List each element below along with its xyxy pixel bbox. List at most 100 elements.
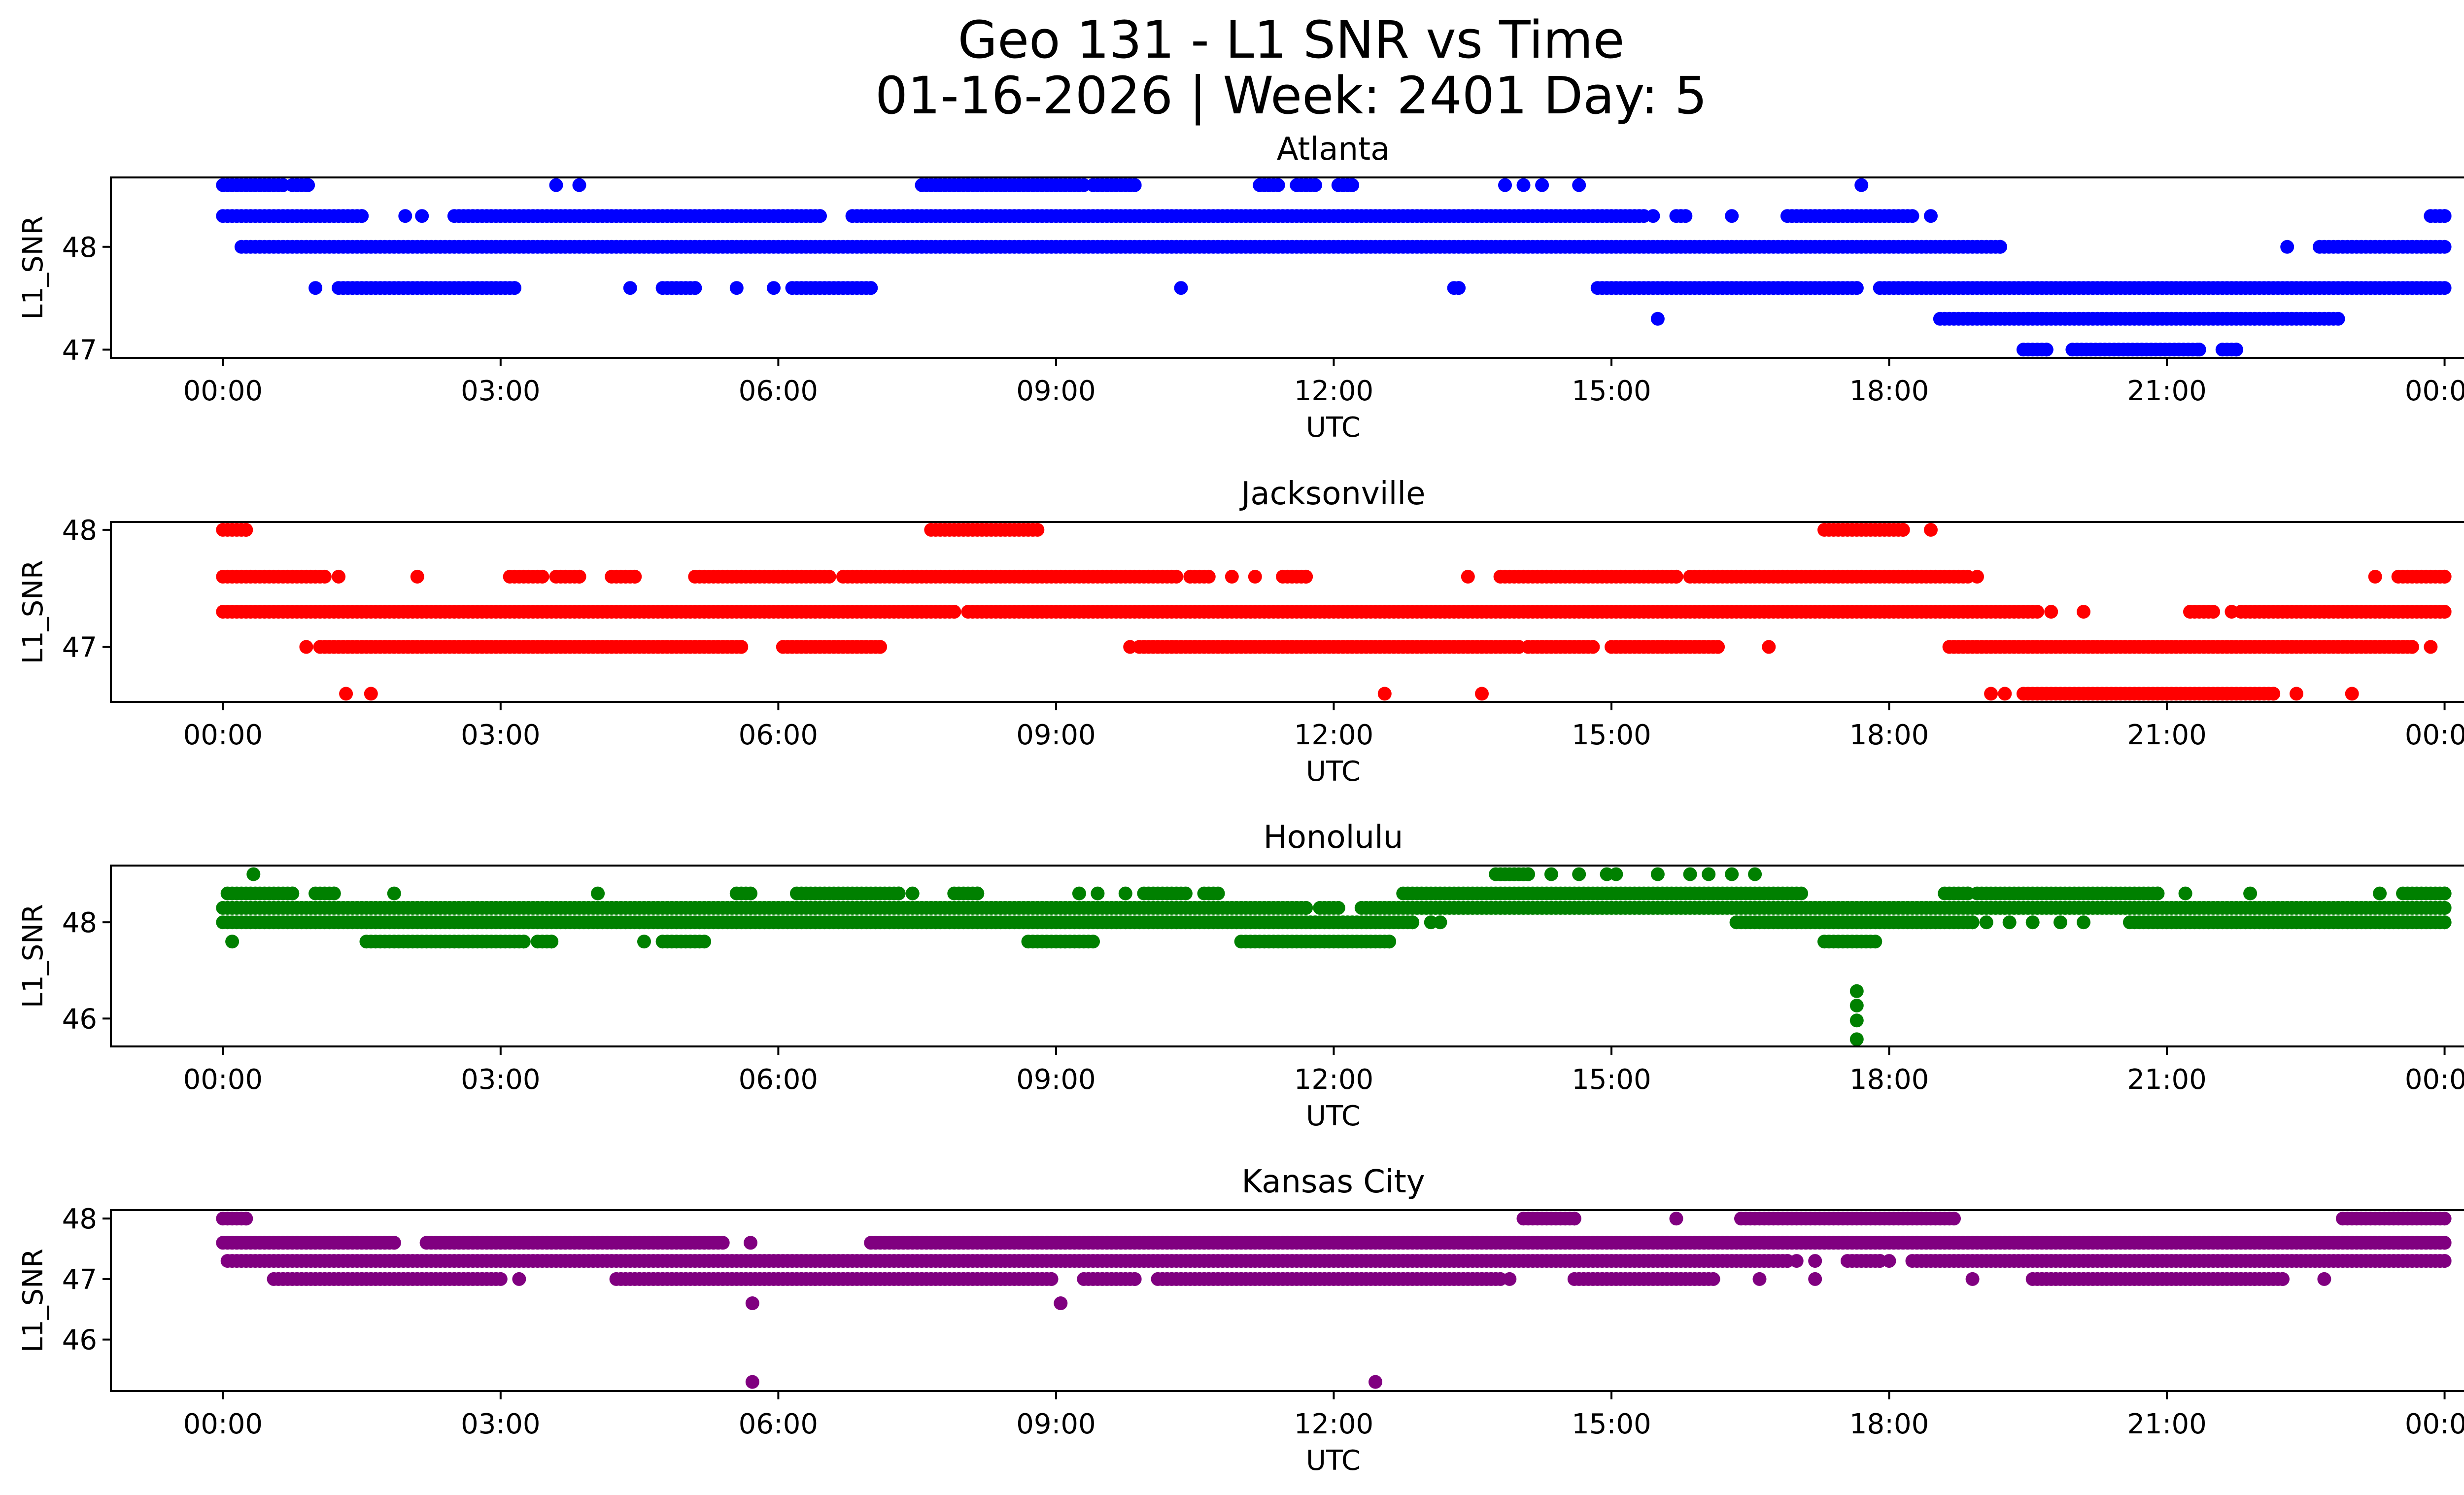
data-point (1678, 209, 1693, 223)
data-point (1984, 687, 1998, 701)
scatter-series (216, 867, 2452, 1046)
data-point (355, 209, 369, 223)
data-point (813, 209, 827, 223)
data-point (1947, 1212, 1961, 1226)
data-point (1475, 687, 1489, 701)
y-tick-label: 47 (62, 631, 97, 663)
y-tick-label: 48 (62, 907, 97, 939)
data-point (2373, 886, 2387, 901)
data-point (2345, 687, 2359, 701)
data-point (1849, 1032, 1864, 1046)
data-point (1683, 867, 1697, 881)
data-point (1725, 867, 1739, 881)
data-point (1072, 886, 1086, 901)
y-axis-label: L1_SNR (17, 215, 49, 319)
x-tick-label: 00:00 (183, 375, 263, 407)
x-tick-label: 00:00 (183, 1064, 263, 1096)
data-point (2437, 1212, 2452, 1226)
data-point (1331, 901, 1345, 915)
data-point (1998, 687, 2012, 701)
data-point (628, 569, 642, 584)
data-point (301, 178, 315, 192)
x-tick-label: 03:00 (461, 375, 540, 407)
x-tick-label: 06:00 (739, 1064, 818, 1096)
data-point (1299, 901, 1313, 915)
data-point (545, 935, 559, 949)
data-point (1572, 178, 1586, 192)
data-point (1572, 867, 1586, 881)
x-tick-label: 15:00 (1572, 375, 1651, 407)
y-axis-label: L1_SNR (17, 904, 49, 1008)
data-point (2266, 687, 2281, 701)
data-point (332, 569, 346, 584)
data-point (364, 687, 378, 701)
data-point (2331, 312, 2345, 326)
y-tick-label: 48 (62, 515, 97, 547)
data-point (1225, 569, 1239, 584)
data-point (398, 209, 412, 223)
data-point (2437, 915, 2452, 930)
data-point (1521, 867, 1535, 881)
data-point (1789, 1254, 1804, 1268)
x-tick-label: 21:00 (2127, 375, 2206, 407)
data-point (2437, 1254, 2452, 1268)
data-point (873, 640, 887, 654)
data-point (317, 569, 332, 584)
data-point (285, 886, 300, 901)
data-point (1567, 1212, 1581, 1226)
data-point (1748, 867, 1762, 881)
data-point (1711, 640, 1725, 654)
data-point (1044, 1272, 1059, 1286)
data-point (1174, 281, 1188, 295)
data-point (767, 281, 781, 295)
chart-subtitle: 01-16-2026 | Week: 2401 Day: 5 (875, 66, 1707, 126)
data-point (535, 569, 549, 584)
data-point (2178, 886, 2192, 901)
data-point (2437, 209, 2452, 223)
data-point (1345, 178, 1359, 192)
data-point (1669, 569, 1683, 584)
data-point (516, 935, 531, 949)
data-point (1248, 569, 1262, 584)
data-point (744, 886, 757, 901)
data-point (1965, 915, 1980, 930)
y-tick-label: 48 (62, 232, 97, 264)
x-tick-label: 09:00 (1016, 375, 1095, 407)
data-point (2437, 281, 2452, 295)
data-point (822, 569, 836, 584)
data-point (1128, 178, 1142, 192)
data-point (308, 281, 323, 295)
x-tick-label: 12:00 (1294, 375, 1373, 407)
data-point (246, 867, 261, 881)
data-point (1498, 178, 1512, 192)
data-point (1993, 240, 2007, 254)
subplot-title: Honolulu (1264, 819, 1403, 856)
data-point (2437, 1236, 2452, 1250)
x-axis-label: UTC (1306, 756, 1361, 788)
data-point (1646, 209, 1660, 223)
scatter-series (216, 178, 2452, 357)
data-point (734, 640, 749, 654)
data-point (1201, 569, 1216, 584)
y-tick-label: 47 (62, 334, 97, 366)
subplot-title: Atlanta (1277, 131, 1390, 168)
data-point (1979, 915, 1993, 930)
data-point (2192, 343, 2206, 357)
x-tick-label: 15:00 (1572, 1064, 1651, 1096)
data-point (2437, 569, 2452, 584)
data-point (905, 886, 920, 901)
data-point (1762, 640, 1776, 654)
x-tick-label: 00:00 (2405, 1064, 2464, 1096)
data-point (697, 935, 712, 949)
data-point (327, 886, 341, 901)
scatter-series (216, 1212, 2452, 1389)
x-tick-label: 09:00 (1016, 719, 1095, 751)
data-point (1461, 569, 1475, 584)
data-point (2044, 605, 2058, 619)
data-point (1849, 1013, 1864, 1028)
data-point (1650, 867, 1665, 881)
data-point (508, 281, 521, 295)
data-point (2437, 901, 2452, 915)
